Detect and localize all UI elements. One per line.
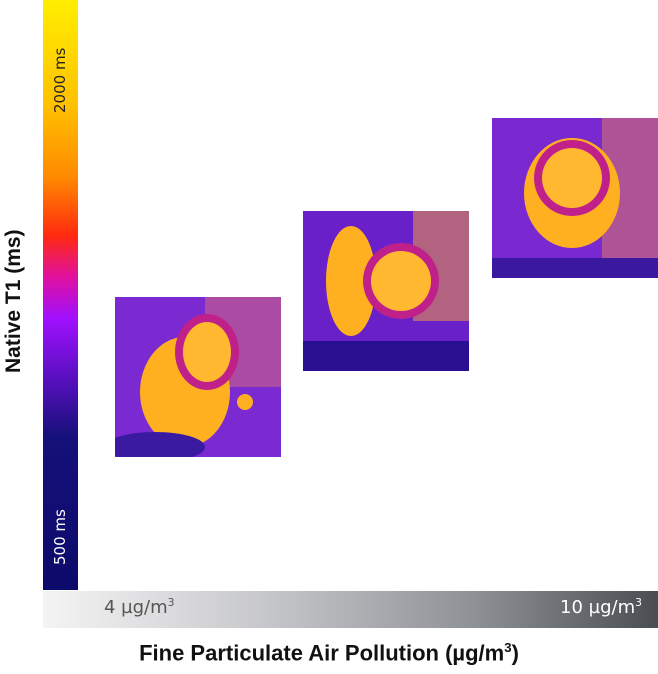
colorbar-top-label: 2000 ms — [51, 47, 69, 113]
cardiac-t1-map-low — [115, 297, 281, 457]
pollution-gradient-bar — [43, 591, 658, 628]
cardiac-t1-map-high — [492, 118, 658, 278]
colorbar-bottom-label: 500 ms — [51, 509, 69, 565]
x-axis-label: Fine Particulate Air Pollution (µg/m3) — [139, 640, 519, 666]
x-tick-high: 10 µg/m3 — [560, 596, 642, 618]
t1-colorbar — [43, 0, 78, 590]
cardiac-t1-map-mid — [303, 211, 469, 371]
y-axis-label: Native T1 (ms) — [2, 229, 25, 373]
x-tick-low: 4 µg/m3 — [104, 596, 175, 618]
